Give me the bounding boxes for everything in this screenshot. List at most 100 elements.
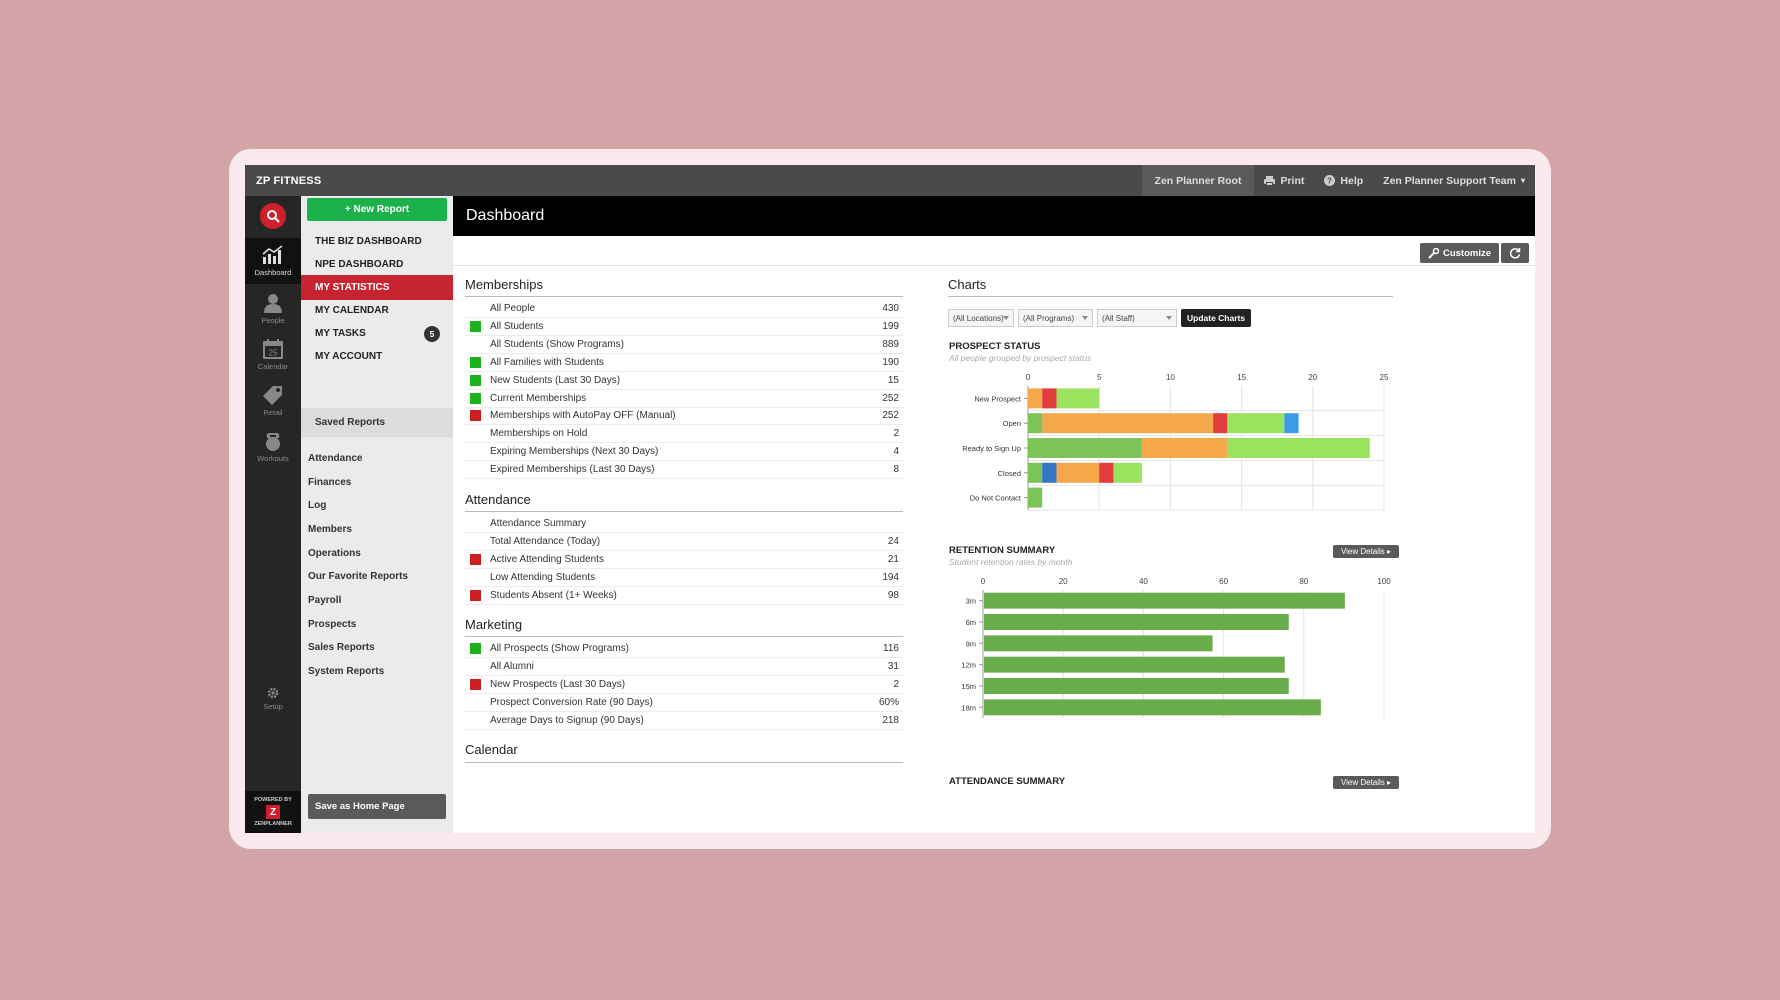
calendar-day: 25 [269,349,278,358]
search-button[interactable] [245,196,301,236]
saved-report-favorites[interactable]: Our Favorite Reports [308,571,409,582]
program-select[interactable]: (All Programs) [1018,309,1093,327]
stat-row[interactable]: All Alumni 31 [465,656,903,676]
x-tick-label: 60 [1219,577,1228,586]
category-label: 12m [961,661,976,670]
stat-row[interactable]: Memberships with AutoPay OFF (Manual) 252 [465,405,903,426]
stat-value: 15 [887,374,899,386]
stat-row[interactable]: All Students 199 [465,316,903,336]
x-tick-label: 10 [1166,373,1175,382]
stat-value: 21 [887,553,899,565]
stat-value: 252 [882,392,899,404]
status-indicator [470,392,481,404]
stat-row[interactable]: Current Memberships 252 [465,388,903,408]
x-tick-label: 40 [1139,577,1148,586]
nav-biz-dashboard[interactable]: THE BIZ DASHBOARD [315,236,422,247]
attendance-title: Attendance [465,492,531,507]
attendance-view-details-label: View Details [1340,778,1385,787]
stat-row[interactable]: Attendance Summary [465,513,903,533]
bar-segment [1227,413,1285,434]
top-bar-actions: Zen Planner Root Print ? Help Zen Planne… [1141,165,1535,196]
stat-row[interactable]: All Families with Students 190 [465,352,903,372]
retention-view-details-button[interactable]: View Details ▸ [1333,545,1399,558]
update-charts-button[interactable]: Update Charts [1181,309,1252,327]
print-button[interactable]: Print [1254,175,1314,187]
location-select[interactable]: (All Locations) [948,309,1014,327]
help-button[interactable]: ? Help [1314,175,1373,187]
refresh-button[interactable] [1501,243,1529,263]
stat-value: 116 [883,643,899,654]
stat-row[interactable]: New Students (Last 30 Days) 15 [465,370,903,390]
stat-row[interactable]: Active Attending Students 21 [465,549,903,569]
attendance-divider [465,511,903,512]
charts-title: Charts [948,277,987,292]
chevron-down-icon: ▾ [1520,176,1525,185]
stat-row[interactable]: Expired Memberships (Last 30 Days) 8 [465,459,903,480]
stat-value: 190 [882,356,899,368]
stat-row[interactable]: Students Absent (1+ Weeks) 98 [465,585,903,605]
rail-dashboard[interactable]: Dashboard [245,238,301,284]
customize-button[interactable]: Customize [1420,243,1499,263]
calendar-divider [465,762,903,763]
stat-row[interactable]: New Prospects (Last 30 Days) 2 [465,674,903,694]
staff-select[interactable]: (All Staff) [1097,309,1177,327]
saved-report-operations[interactable]: Operations [308,548,361,559]
nav-my-statistics[interactable]: MY STATISTICS [301,275,453,300]
stat-row[interactable]: Average Days to Signup (90 Days) 218 [465,710,903,730]
rail-workouts[interactable]: Workouts [245,424,301,470]
help-icon: ? [1324,175,1336,186]
status-indicator [470,320,481,332]
root-account-button[interactable]: Zen Planner Root [1141,165,1255,196]
stat-row[interactable]: All Students (Show Programs) 889 [465,334,903,354]
saved-report-system[interactable]: System Reports [308,666,385,677]
stat-label: All Alumni [490,660,534,672]
stat-label: Total Attendance (Today) [490,535,601,547]
chart-filters: (All Locations) (All Programs) (All Staf… [948,309,1252,327]
rail-people[interactable]: People [245,286,301,332]
saved-report-log[interactable]: Log [308,500,327,511]
rail-calendar-label: Calendar [257,362,289,371]
stat-row[interactable]: Total Attendance (Today) 24 [465,531,903,551]
nav-my-tasks[interactable]: MY TASKS 5 [301,321,453,346]
save-as-home-button[interactable]: Save as Home Page [308,794,446,819]
nav-npe-dashboard[interactable]: NPE DASHBOARD [315,259,404,270]
stat-row[interactable]: Memberships on Hold 2 [465,423,903,444]
stat-label: Students Absent (1+ Weeks) [490,589,617,601]
stat-label: All Students [490,320,544,332]
saved-report-payroll[interactable]: Payroll [308,595,342,606]
rail-retail[interactable]: Retail [245,378,301,424]
category-label: 9m [966,639,976,648]
rail-calendar[interactable]: 25 Calendar [245,332,301,378]
stat-row[interactable]: All People 430 [465,298,903,318]
saved-report-sales[interactable]: Sales Reports [308,642,375,653]
saved-report-members[interactable]: Members [308,524,352,535]
chevron-down-icon [1003,316,1009,320]
saved-reports-header[interactable]: Saved Reports [301,408,453,437]
stat-row[interactable]: Expiring Memberships (Next 30 Days) 4 [465,441,903,462]
stat-label: All Students (Show Programs) [490,338,624,350]
saved-report-attendance[interactable]: Attendance [308,453,363,464]
category-label: 3m [966,597,976,606]
attendance-view-details-button[interactable]: View Details ▸ [1333,776,1399,789]
stat-label: All Prospects (Show Programs) [490,643,629,654]
stat-row[interactable]: Low Attending Students 194 [465,567,903,587]
marketing-title: Marketing [465,617,523,632]
stat-label: Expired Memberships (Last 30 Days) [490,464,655,476]
bar-segment [1028,413,1043,434]
saved-report-prospects[interactable]: Prospects [308,619,357,630]
nav-my-account[interactable]: MY ACCOUNT [315,351,383,362]
toolbar: Customize [453,236,1535,266]
rail-setup-label: Setup [263,702,283,711]
person-icon [264,294,282,313]
saved-report-finances[interactable]: Finances [308,477,352,488]
rail-setup[interactable]: Setup [245,676,301,722]
stat-row[interactable]: All Prospects (Show Programs) 116 [465,638,903,658]
stat-value: 98 [887,589,899,601]
stat-row[interactable]: Prospect Conversion Rate (90 Days) 60% [465,692,903,712]
new-report-button[interactable]: + New Report [307,198,447,221]
stat-value: 60% [878,696,899,708]
user-menu[interactable]: Zen Planner Support Team ▾ [1373,175,1535,187]
nav-my-calendar[interactable]: MY CALENDAR [315,305,389,316]
status-indicator [470,643,481,654]
category-label: New Prospect [974,394,1022,403]
